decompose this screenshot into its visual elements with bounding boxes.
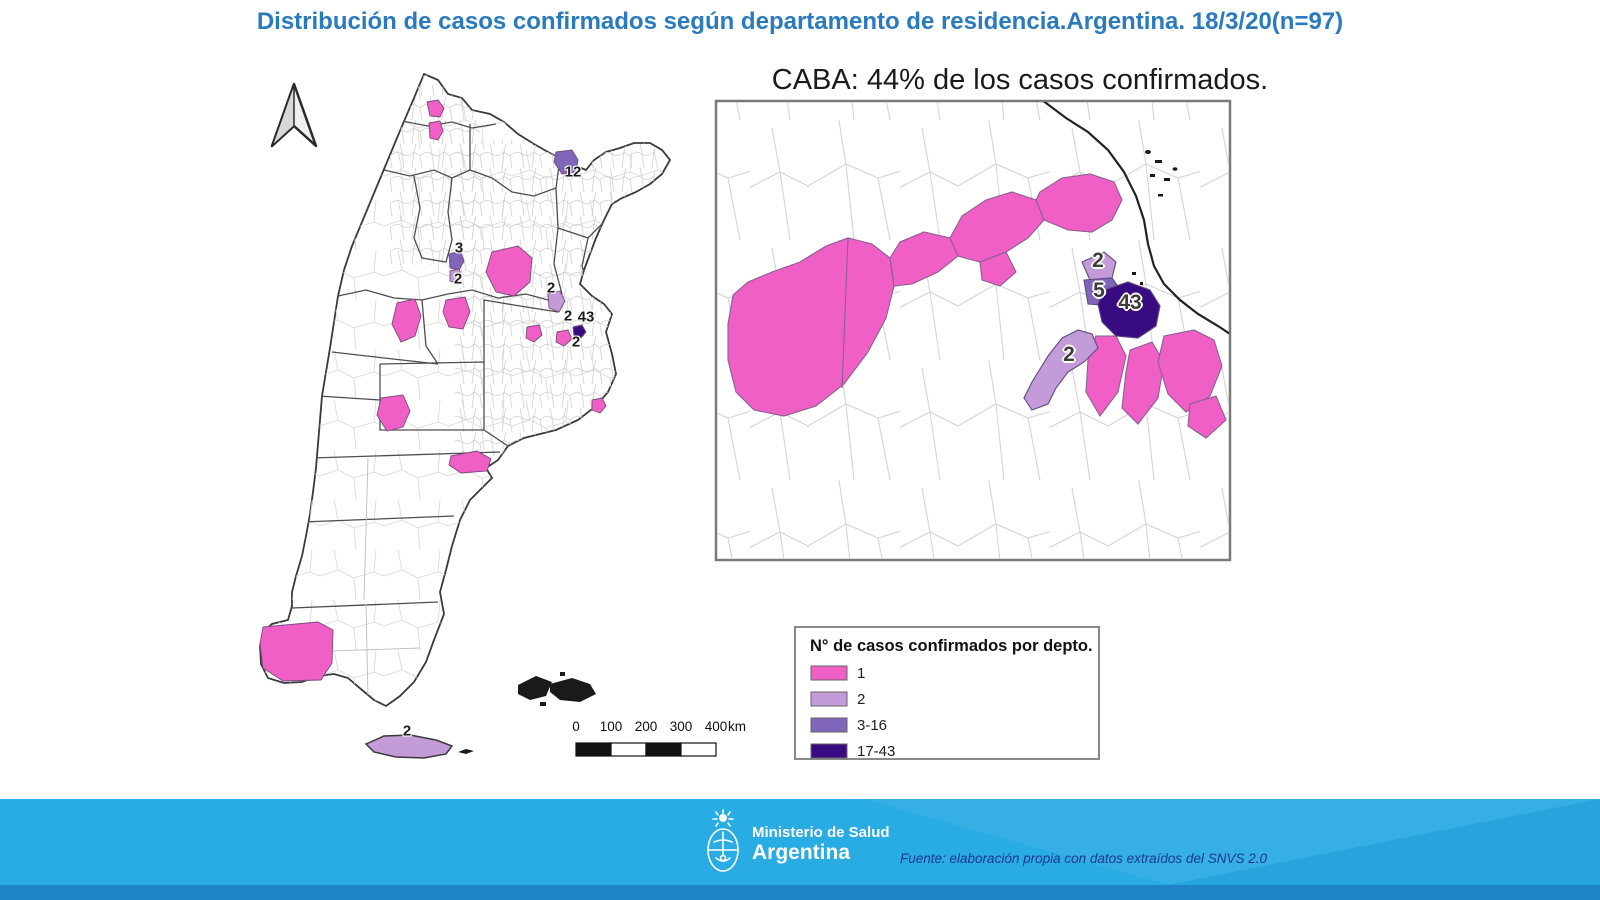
scale-tick-label: 100 xyxy=(599,719,623,734)
case-count-label: 2 xyxy=(571,333,581,351)
legend-item-label: 3-16 xyxy=(857,716,888,734)
case-count-label: 43 xyxy=(577,308,595,326)
case-count-label: 12 xyxy=(564,163,582,181)
inset-case-count-label: 43 xyxy=(1118,291,1142,314)
north-arrow-icon xyxy=(270,82,318,148)
scale-tick-label: 400 xyxy=(704,719,728,734)
footer-band xyxy=(0,799,1600,885)
legend-title: N° de casos confirmados por depto. xyxy=(810,637,1093,655)
legend-swatch xyxy=(810,691,848,707)
footer-bottom-strip xyxy=(0,885,1600,900)
case-count-label: 2 xyxy=(563,307,573,325)
legend-item-label: 1 xyxy=(857,664,866,682)
legend-item: 3-16 xyxy=(810,712,1098,738)
case-count-label: 2 xyxy=(546,279,556,297)
ministry-country: Argentina xyxy=(752,841,851,865)
argentina-map xyxy=(259,73,717,759)
scale-bar xyxy=(575,742,717,757)
legend: N° de casos confirmados por depto. 1 2 3… xyxy=(794,626,1100,760)
case-count-label: 2 xyxy=(453,270,463,288)
ministry-wordmark: Ministerio de Salud Argentina xyxy=(752,824,890,865)
legend-item: 1 xyxy=(810,660,1098,686)
case-count-label: 2 xyxy=(402,722,412,740)
tierra-del-fuego xyxy=(364,734,474,759)
legend-swatch xyxy=(810,717,848,733)
inset-case-count-label: 2 xyxy=(1092,249,1104,272)
legend-item: 2 xyxy=(810,686,1098,712)
legend-item: 17-43 xyxy=(810,738,1098,764)
source-note: Fuente: elaboración propia con datos ext… xyxy=(900,851,1267,866)
scale-unit-label: km xyxy=(728,719,746,734)
inset-pink-departments xyxy=(727,173,1227,439)
coastline xyxy=(1042,102,1229,335)
page-title: Distribución de casos confirmados según … xyxy=(256,8,1344,35)
case-patches xyxy=(259,99,607,682)
ministry-name: Ministerio de Salud xyxy=(752,824,890,841)
legend-item-label: 2 xyxy=(857,690,866,708)
legend-swatch xyxy=(810,665,848,681)
inset-title: CABA: 44% de los casos confirmados. xyxy=(771,64,1269,96)
case-count-label: 3 xyxy=(454,239,464,257)
legend-swatch xyxy=(810,743,848,759)
scale-tick-label: 0 xyxy=(572,719,580,734)
inset-case-count-label: 5 xyxy=(1093,279,1105,302)
delta-islands xyxy=(1132,150,1178,285)
inset-map xyxy=(714,99,1232,562)
scale-tick-label: 300 xyxy=(669,719,693,734)
scale-tick-label: 200 xyxy=(634,719,658,734)
malvinas-islands xyxy=(518,672,596,706)
inset-case-count-label: 2 xyxy=(1063,343,1075,366)
legend-item-label: 17-43 xyxy=(857,742,896,760)
coat-of-arms-logo xyxy=(707,809,739,872)
inset-purple-departments xyxy=(1023,251,1161,411)
